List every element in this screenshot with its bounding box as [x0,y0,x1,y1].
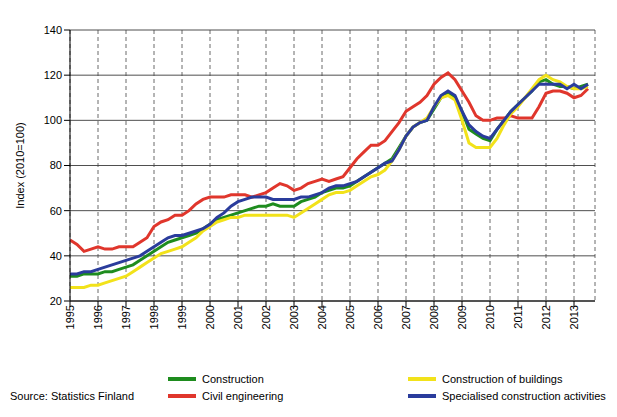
svg-text:2013: 2013 [568,305,580,329]
html-text:Construction: Construction [202,372,264,385]
svg-text:Index (2010=100): Index (2010=100) [14,122,26,209]
svg-text:2004: 2004 [316,305,328,329]
svg-text:20: 20 [50,295,62,307]
svg-text:2005: 2005 [344,305,356,329]
svg-text:1997: 1997 [120,305,132,329]
svg-text:40: 40 [50,250,62,262]
svg-text:2012: 2012 [540,305,552,329]
svg-text:1996: 1996 [92,305,104,329]
html-text:Source: Statistics Finland: Source: Statistics Finland [10,390,135,402]
svg-text:1998: 1998 [148,305,160,329]
svg-text:60: 60 [50,205,62,217]
svg-text:80: 80 [50,159,62,171]
svg-text:2011: 2011 [512,305,524,329]
svg-text:2006: 2006 [372,305,384,329]
svg-text:2003: 2003 [288,305,300,329]
svg-text:2008: 2008 [428,305,440,329]
svg-text:2001: 2001 [232,305,244,329]
svg-text:2002: 2002 [260,305,272,329]
svg-text:120: 120 [44,69,62,81]
svg-text:2000: 2000 [204,305,216,329]
svg-text:1999: 1999 [176,305,188,329]
svg-text:100: 100 [44,114,62,126]
html-text:Civil engineering: Civil engineering [202,389,284,402]
svg-text:2010: 2010 [484,305,496,329]
svg-text:140: 140 [44,24,62,36]
svg-text:2007: 2007 [400,305,412,329]
html-text:Specialised construction activ: Specialised construction activities [442,389,606,402]
svg-text:2009: 2009 [456,305,468,329]
html-text:Construction of buildings: Construction of buildings [442,372,563,385]
svg-text:1995: 1995 [64,305,76,329]
